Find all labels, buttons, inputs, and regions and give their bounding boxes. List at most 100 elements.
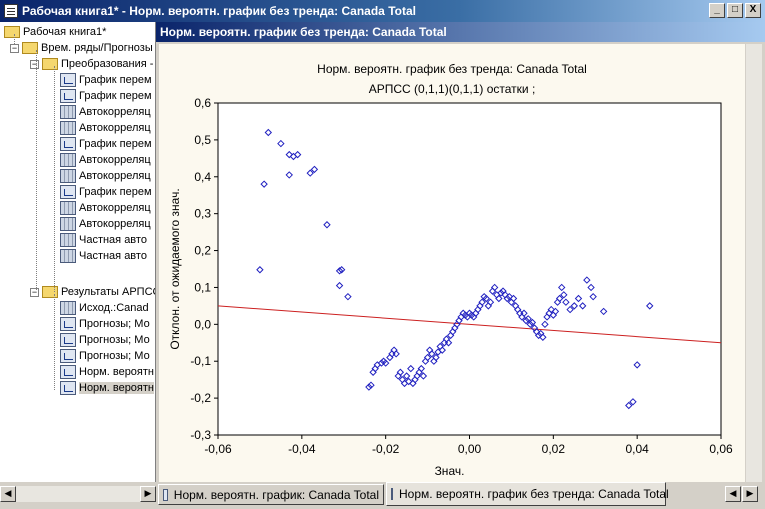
chart-window: Норм. вероятн. график без тренда: Canada… — [156, 22, 765, 498]
chart-canvas: Норм. вероятн. график без тренда: Canada… — [159, 44, 745, 498]
data-point — [524, 315, 532, 323]
collapse-icon[interactable]: − — [10, 42, 19, 53]
tree-item-label: График перем — [79, 186, 152, 198]
scroll-right-icon[interactable]: ▶ — [140, 486, 156, 502]
tab-scroll-right-icon[interactable]: ▶ — [742, 486, 758, 502]
document-icon — [60, 169, 76, 183]
data-point — [539, 333, 547, 341]
document-icon — [60, 365, 76, 379]
data-point — [423, 353, 432, 362]
data-point — [402, 372, 411, 380]
tab-label: Норм. вероятн. график без тренда: Canada… — [399, 487, 669, 501]
tree-item[interactable]: Норм. вероятн — [60, 380, 154, 396]
data-point — [589, 292, 597, 301]
minimize-button[interactable]: _ — [709, 3, 725, 18]
data-point — [570, 302, 578, 310]
tree-item-label: Прогнозы; Мо — [79, 334, 150, 346]
tree-item[interactable]: Прогнозы; Мо — [60, 332, 150, 348]
tab-normal-plot[interactable]: Норм. вероятн. график: Canada Total — [158, 484, 384, 505]
tree-item-label: Автокорреляц — [79, 106, 151, 118]
tree-item-label: Норм. вероятн — [79, 366, 154, 378]
x-tick-label: 0,06 — [709, 442, 733, 456]
document-icon — [60, 137, 76, 151]
tree-horizontal-scrollbar[interactable]: ◀ ▶ — [0, 486, 156, 502]
data-point — [625, 401, 633, 410]
tree-root-label: Рабочая книга1* — [23, 26, 107, 38]
tree-item-label: Прогнозы; Мо — [79, 318, 150, 330]
tree-item[interactable]: Автокорреляц — [60, 216, 151, 232]
chart-window-title: Норм. вероятн. график без тренда: Canada… — [160, 25, 447, 39]
tree-item[interactable]: График перем — [60, 72, 152, 88]
tree-item[interactable]: Автокорреляц — [60, 120, 151, 136]
data-point — [432, 353, 440, 362]
tab-detrended-plot[interactable]: Норм. вероятн. график без тренда: Canada… — [386, 482, 669, 506]
y-tick-label: 0,5 — [194, 133, 211, 147]
folder-icon — [22, 42, 38, 54]
tree-item-label: Автокорреляц — [79, 218, 151, 230]
data-point — [335, 267, 344, 275]
collapse-icon[interactable]: − — [30, 58, 39, 69]
data-point — [562, 298, 570, 306]
data-point — [428, 350, 436, 358]
tree-item[interactable]: Автокорреляц — [60, 168, 151, 184]
folder-icon — [42, 286, 58, 298]
maximize-button[interactable]: □ — [727, 3, 743, 18]
tree-root[interactable]: Рабочая книга1* — [4, 24, 106, 40]
tree-connector — [14, 34, 15, 44]
data-point — [367, 381, 375, 389]
tree-item[interactable]: Частная авто — [60, 232, 147, 248]
tree-item[interactable]: Автокорреляц — [60, 200, 151, 216]
data-point — [323, 221, 331, 229]
data-point — [444, 339, 453, 347]
data-point — [285, 171, 293, 179]
tree-item-label: Норм. вероятн — [79, 382, 154, 394]
open-folder-icon — [4, 26, 20, 38]
window-title: Рабочая книга1* - Норм. вероятн. график … — [22, 4, 416, 18]
close-button[interactable]: X — [745, 3, 761, 18]
tree-item[interactable]: График перем — [60, 88, 152, 104]
x-tick-label: -0,02 — [372, 442, 400, 456]
tree-node-transformations[interactable]: − Преобразования - — [30, 56, 153, 72]
tree-item-label: График перем — [79, 138, 152, 150]
data-point — [534, 331, 543, 340]
tree-item[interactable]: График перем — [60, 136, 152, 152]
document-icon — [60, 185, 76, 199]
tab-scroll-left-icon[interactable]: ◀ — [725, 486, 741, 502]
document-icon — [60, 121, 76, 135]
reference-line — [217, 305, 722, 344]
tree-item[interactable]: Исход.:Canad — [60, 300, 149, 316]
vertical-scrollbar[interactable] — [746, 44, 762, 482]
tree-item-label: График перем — [79, 90, 152, 102]
data-point — [541, 320, 549, 329]
collapse-icon[interactable]: − — [30, 286, 39, 297]
data-point — [547, 305, 555, 314]
y-tick-label: 0,2 — [194, 244, 211, 258]
data-point — [520, 309, 528, 317]
y-tick-label: 0,1 — [194, 280, 211, 294]
tree-item[interactable]: Частная авто — [60, 248, 147, 264]
tree-item[interactable]: Прогнозы; Мо — [60, 348, 150, 364]
data-point — [509, 294, 518, 303]
document-icon — [60, 333, 76, 347]
data-point — [551, 307, 560, 316]
y-tick-label: -0,2 — [190, 391, 211, 405]
tree-item-label: Частная авто — [79, 250, 147, 262]
data-point — [478, 298, 486, 306]
tree-node-arima-results[interactable]: − Результаты АРПСС — [30, 284, 156, 300]
tree-item[interactable]: Автокорреляц — [60, 152, 151, 168]
tree-item-label: Автокорреляц — [79, 202, 151, 214]
scroll-left-icon[interactable]: ◀ — [0, 486, 16, 502]
data-point — [337, 266, 346, 274]
tree-item[interactable]: Прогнозы; Мо — [60, 316, 150, 332]
data-point — [310, 165, 319, 174]
tree-connector — [54, 294, 55, 390]
data-point — [396, 368, 405, 376]
tree-connector — [54, 66, 55, 292]
tree-item[interactable]: Норм. вероятн — [60, 364, 154, 380]
chart-subtitle: АРПСС (0,1,1)(0,1,1) остатки ; — [368, 82, 536, 96]
tree-node-time-series[interactable]: − Врем. ряды/Прогнозы — [10, 40, 153, 56]
tree-node-label: Преобразования - — [61, 58, 154, 70]
tree-item[interactable]: Автокорреляц — [60, 104, 151, 120]
tree-node-label: Результаты АРПСС — [61, 286, 156, 298]
tree-item[interactable]: График перем — [60, 184, 152, 200]
